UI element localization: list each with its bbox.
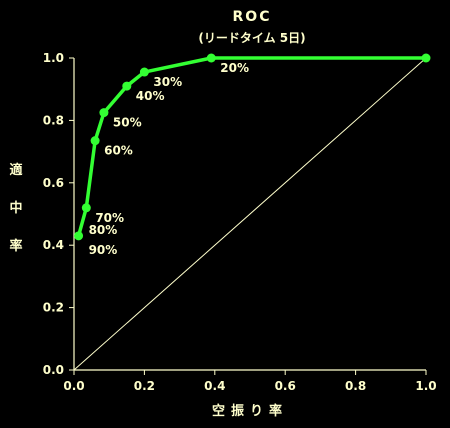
roc-point-label: 90%	[89, 243, 118, 257]
roc-points	[74, 53, 431, 241]
y-tick-label: 0.4	[43, 238, 64, 252]
x-tick-label: 0.2	[134, 379, 155, 393]
x-tick-label: 0.6	[275, 379, 296, 393]
y-tick-label: 0.0	[43, 363, 64, 377]
y-tick-label: 0.8	[43, 113, 64, 127]
x-tick-label: 0.4	[204, 379, 225, 393]
roc-point	[139, 67, 149, 77]
y-tick-label: 0.2	[43, 301, 64, 315]
roc-series-line	[76, 56, 426, 237]
roc-point-labels: 70% 60% 50% 40%30% 20% 80% 90%	[89, 61, 249, 257]
roc-point-label: 70%	[95, 211, 124, 225]
x-ticks: 0.0 0.2 0.4 0.6 0.8 1.0	[63, 370, 437, 393]
diagonal-reference-line	[73, 57, 427, 371]
y-axis-label: 適中率	[9, 162, 22, 254]
roc-point-label: 40%	[136, 89, 165, 103]
roc-point	[421, 53, 431, 63]
x-axis-label: 空振り率	[212, 403, 288, 419]
chart-subtitle: (リードタイム 5日)	[198, 31, 305, 45]
roc-point-label: 50%	[113, 116, 142, 130]
chart-title: ROC	[233, 9, 272, 25]
roc-point	[122, 81, 132, 91]
y-tick-label: 0.6	[43, 176, 64, 190]
x-tick-label: 0.0	[63, 379, 84, 393]
x-tick-label: 0.8	[345, 379, 366, 393]
y-tick-label: 1.0	[43, 51, 64, 65]
roc-point	[81, 203, 91, 213]
roc-point-label: 80%	[89, 223, 118, 237]
roc-point-label: 30%	[153, 75, 182, 89]
y-ticks: 0.0 0.2 0.4 0.6 0.8 1.0	[43, 51, 74, 377]
roc-point	[90, 136, 100, 146]
roc-point	[74, 231, 84, 241]
roc-point	[206, 53, 216, 63]
roc-point-label: 60%	[104, 144, 133, 158]
roc-point	[99, 108, 109, 118]
x-tick-label: 1.0	[415, 379, 436, 393]
roc-point-label: 20%	[220, 61, 249, 75]
axes	[73, 58, 426, 371]
